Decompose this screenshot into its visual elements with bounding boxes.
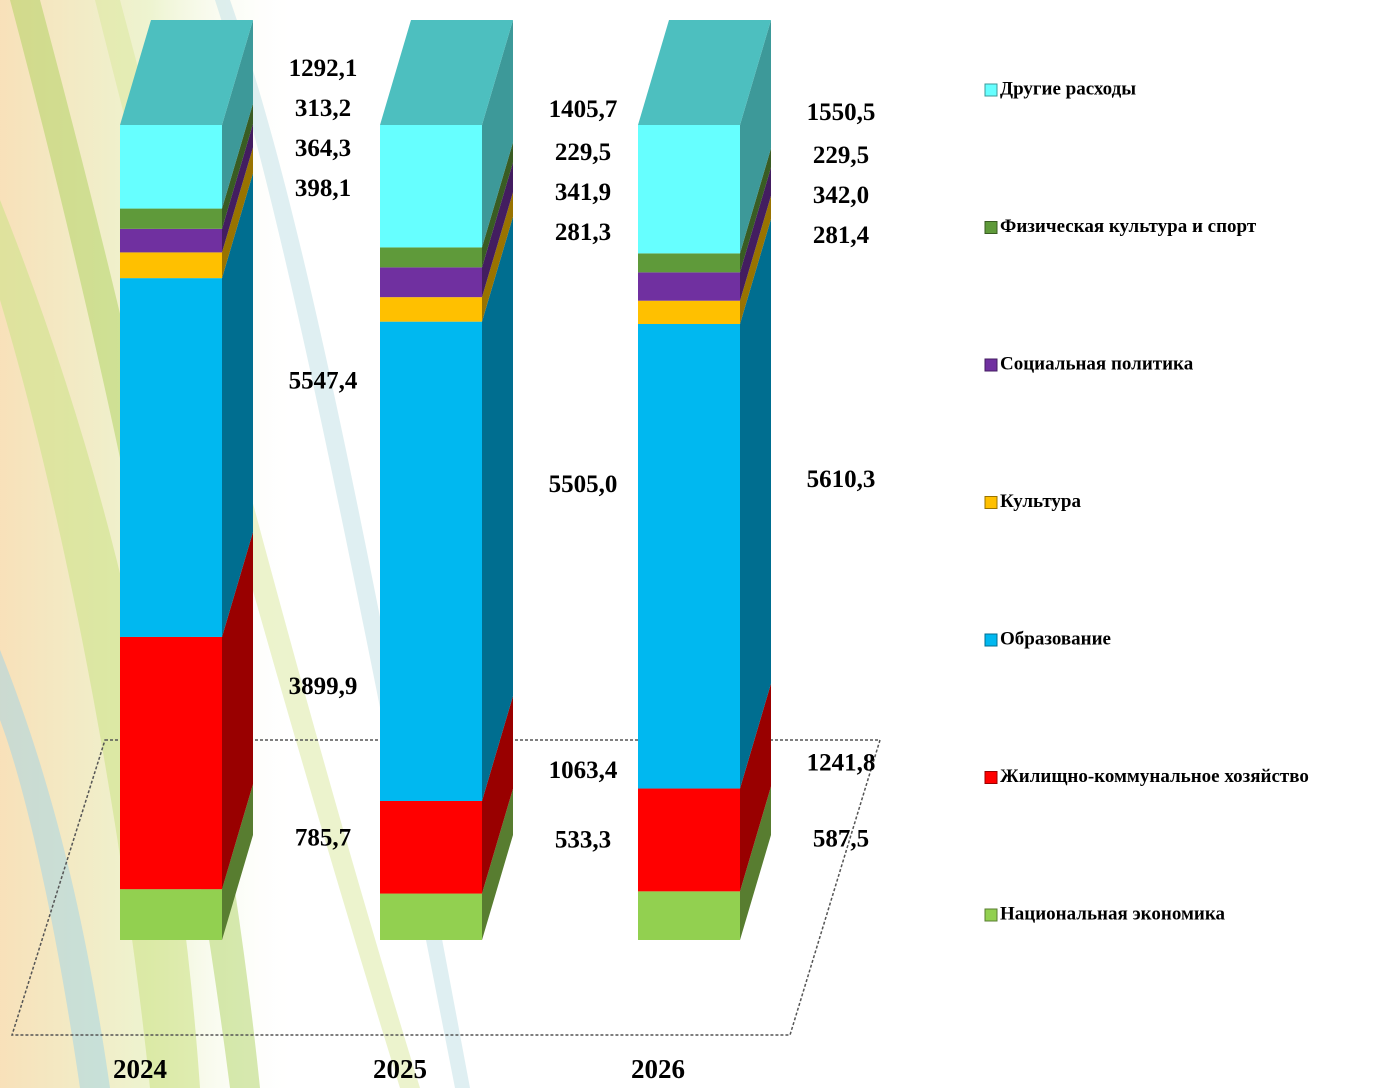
bar-side [482,142,513,268]
bar-side [482,20,513,248]
bars: 785,7 3899,9 5547,4 398,1 364,3 313,2 1292,1 20… [113,20,875,1084]
x-tick-label: 2026 [631,1054,685,1084]
value-label: 281,3 [555,219,611,246]
bar-side [740,20,771,254]
value-label: 342,0 [813,182,869,209]
bar-side [222,20,253,209]
legend-label: Жилищно-коммунальное хозяйство [1000,766,1309,787]
bar-side [482,788,513,940]
legend-marker [984,633,998,647]
bar-top [638,20,771,125]
bar-side [482,695,513,894]
value-label: 1063,4 [549,757,618,784]
bar [638,300,740,325]
bar-top [380,20,513,125]
x-tick-label: 2024 [113,1054,167,1084]
legend: Национальная экономика Жилищно-коммунальн… [984,78,1309,924]
value-label: 587,5 [813,825,869,852]
legend-label: Культура [1000,491,1081,512]
value-label: 313,2 [295,95,351,122]
bar-side [222,784,253,940]
bar-side [740,683,771,892]
legend-label: Национальная экономика [1000,903,1226,924]
value-label: 398,1 [295,175,351,202]
bar-side [740,148,771,273]
value-label: 364,3 [295,135,351,162]
bar-side [740,167,771,301]
bar [120,889,222,940]
bar-side [222,531,253,890]
bar [120,252,222,279]
bar [638,788,740,892]
value-label: 5610,3 [807,466,876,493]
bar [120,636,222,890]
bar-top [120,20,253,125]
bar-side [482,192,513,322]
legend-marker [984,83,998,97]
bar [638,253,740,273]
value-label: 1292,1 [289,55,358,82]
legend-marker [984,496,998,509]
bar [638,125,740,254]
legend-label: Физическая культура и спорт [1000,216,1257,237]
value-label: 1241,8 [807,750,876,777]
bar [120,278,222,637]
bar [120,208,222,229]
bar [380,125,482,248]
bar-side [740,195,771,325]
value-label: 1405,7 [549,96,618,123]
bar-side [222,173,253,637]
bar [120,125,222,209]
value-label: 785,7 [295,824,351,851]
bar-side [222,147,253,279]
bar-side [740,786,771,940]
value-label: 229,5 [813,142,869,169]
bar-side [740,219,771,789]
bar [380,321,482,801]
value-label: 229,5 [555,139,611,166]
bar [380,893,482,940]
bar [638,324,740,789]
value-label: 1550,5 [807,99,876,126]
legend-label: Социальная политика [1000,353,1194,374]
legend-marker [984,358,998,372]
legend-label: Образование [1000,628,1111,649]
bar-side [482,162,513,298]
value-label: 341,9 [555,179,611,206]
legend-marker [984,908,998,922]
value-label: 5505,0 [549,471,618,498]
legend-marker [984,771,998,784]
bar [380,247,482,268]
bar [120,228,222,253]
bar-side [222,103,253,229]
value-label: 5547,4 [289,367,358,394]
bar [638,272,740,301]
value-label: 281,4 [813,222,870,249]
bar-side [482,216,513,801]
value-label: 3899,9 [289,673,358,700]
bar [638,891,740,940]
x-tick-label: 2025 [373,1054,427,1084]
legend-label: Другие расходы [1000,78,1136,99]
bar-side [222,123,253,253]
floor [10,739,882,1036]
value-label: 533,3 [555,827,611,854]
bar [380,267,482,298]
legend-marker [984,221,998,234]
bar [380,297,482,322]
bar [380,800,482,894]
